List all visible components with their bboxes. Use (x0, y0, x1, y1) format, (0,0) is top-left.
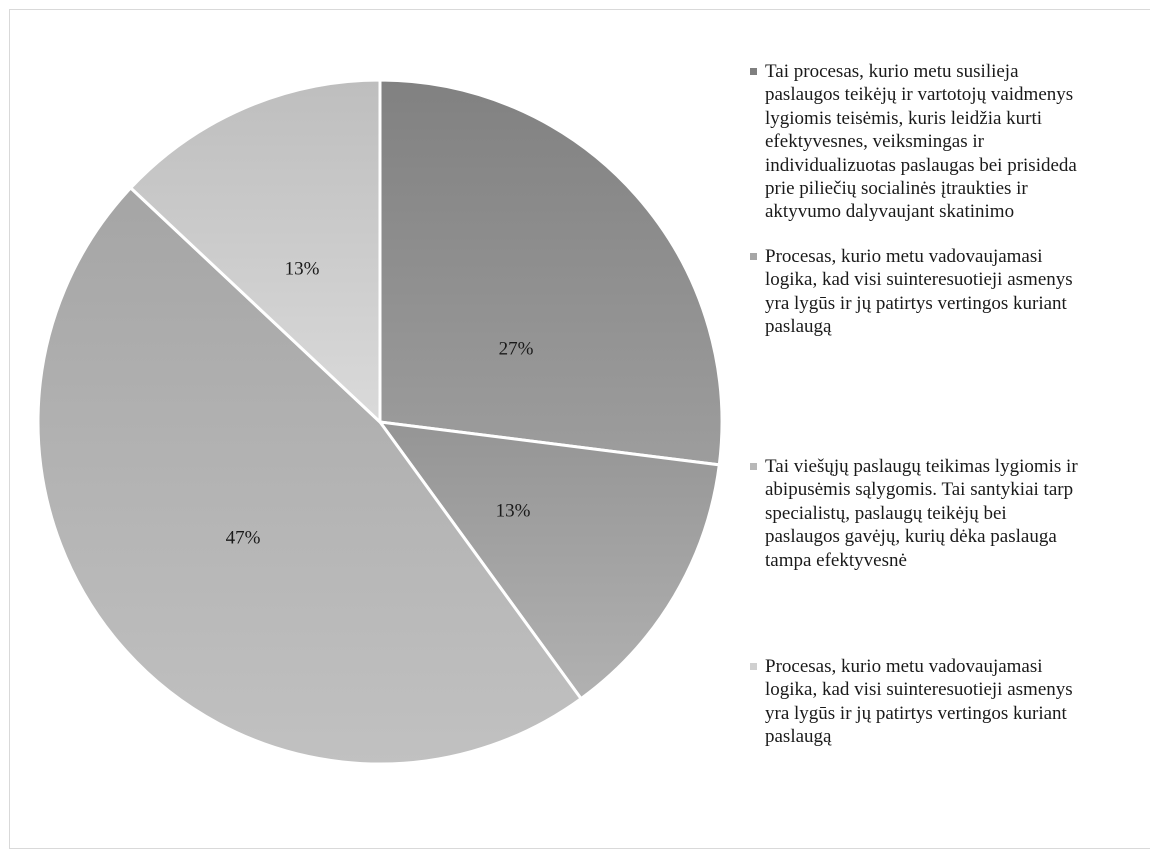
legend-item-label: Procesas, kurio metu vadovaujamasi logik… (765, 656, 1073, 748)
legend-item: Tai viešųjų paslaugų teikimas lygiomis i… (750, 455, 1150, 572)
slice-value-label: 27% (499, 338, 534, 359)
slice-value-label: 13% (285, 258, 320, 279)
legend-item: Tai procesas, kurio metu susilieja pasla… (750, 60, 1150, 224)
pie-slice (376, 420, 721, 701)
legend-swatch (750, 663, 757, 670)
legend-swatch (750, 68, 757, 75)
legend-item: Procesas, kurio metu vadovaujamasi logik… (750, 655, 1150, 749)
chart-frame: 27% 13% 47% 13% Tai procesas, kurio metu su… (9, 9, 1150, 849)
legend-item: Procesas, kurio metu vadovaujamasi logik… (750, 245, 1150, 339)
slice-value-label: 47% (226, 527, 261, 548)
pie-chart: 27% 13% 47% 13% (36, 78, 724, 766)
legend-swatch (750, 463, 757, 470)
pie-slice (128, 78, 382, 426)
pie-slice (378, 78, 724, 467)
slice-value-label: 13% (496, 500, 531, 521)
pie-slice (36, 185, 584, 766)
legend-item-label: Tai viešųjų paslaugų teikimas lygiomis i… (765, 456, 1078, 571)
legend-item-label: Tai procesas, kurio metu susilieja pasla… (765, 61, 1077, 223)
legend-swatch (750, 253, 757, 260)
legend-item-label: Procesas, kurio metu vadovaujamasi logik… (765, 246, 1073, 338)
